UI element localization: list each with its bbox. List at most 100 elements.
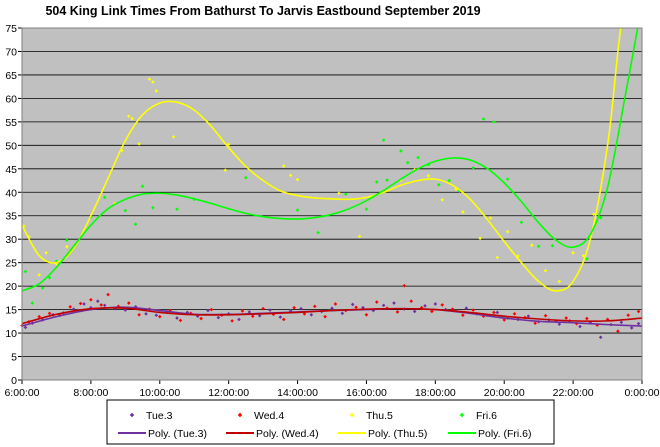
data-point (626, 313, 631, 318)
data-point (409, 299, 414, 303)
data-point (171, 135, 176, 139)
data-point (374, 300, 379, 304)
data-point (199, 316, 203, 321)
data-point (430, 309, 434, 314)
data-point (216, 315, 221, 320)
data-point (447, 178, 451, 183)
data-point (536, 244, 541, 249)
trendlines (22, 28, 642, 327)
data-point (419, 305, 424, 310)
data-point (299, 306, 303, 311)
data-point (412, 167, 417, 172)
data-point (361, 305, 365, 310)
data-point (461, 210, 465, 214)
data-point (102, 195, 107, 200)
legend-marker (349, 412, 355, 418)
data-point (412, 309, 417, 314)
data-point (543, 313, 548, 318)
data-point (261, 306, 265, 311)
data-point (23, 325, 28, 330)
data-point (343, 192, 348, 196)
data-point (464, 306, 469, 310)
chart-title: 504 King Link Times From Bathurst To Jar… (45, 4, 480, 18)
data-point (488, 216, 493, 220)
y-tick-label: 25 (5, 258, 17, 270)
data-point (495, 255, 500, 260)
legend-label: Wed.4 (254, 410, 284, 422)
data-point (492, 120, 496, 124)
data-point (395, 310, 400, 314)
data-point (392, 301, 396, 305)
data-point (585, 257, 589, 261)
data-point (247, 310, 252, 314)
data-point (123, 308, 128, 312)
data-point (151, 205, 155, 210)
y-tick-label: 5 (11, 352, 17, 364)
data-point (230, 319, 234, 323)
data-point (478, 236, 482, 241)
data-point (340, 311, 345, 316)
legend-marker (129, 412, 135, 418)
legend-marker (459, 412, 465, 418)
data-point (295, 177, 300, 182)
data-point (250, 314, 255, 318)
data-point (240, 309, 245, 313)
data-point (426, 174, 431, 178)
data-point (526, 314, 531, 318)
data-point (154, 89, 159, 93)
data-point (21, 224, 26, 228)
x-axis: 6:00:00 8:00:00 10:00:00 12:00:00 14:00:00 16… (4, 380, 660, 399)
plot-frame (21, 27, 643, 381)
data-point (381, 138, 386, 142)
data-point (457, 189, 462, 193)
data-point (616, 329, 620, 333)
data-point (571, 251, 575, 255)
data-point (533, 321, 538, 326)
data-point (316, 230, 321, 235)
data-point (471, 166, 476, 170)
data-point (402, 283, 407, 288)
data-point (598, 335, 603, 340)
data-point (492, 310, 496, 315)
y-tick-label: 65 (5, 70, 17, 82)
data-point (95, 299, 100, 303)
data-point (281, 317, 286, 322)
data-point (454, 187, 458, 191)
data-point (619, 320, 624, 325)
x-tick-label: 0:00:00 (624, 387, 659, 399)
legend-label: Tue.3 (146, 410, 173, 422)
data-point (330, 306, 334, 310)
data-point (144, 312, 148, 316)
data-point (385, 178, 389, 182)
data-point (636, 309, 641, 314)
x-tick-label: 16:00:00 (346, 387, 387, 399)
data-point (585, 316, 589, 321)
data-point (151, 80, 155, 84)
data-point (23, 269, 28, 274)
trendline (22, 28, 622, 292)
data-point (337, 191, 341, 196)
legend-trend-label: Poly. (Thu.5) (368, 428, 427, 440)
data-point (550, 243, 555, 248)
y-tick-label: 40 (5, 187, 17, 199)
data-point (357, 234, 362, 239)
data-point (505, 229, 510, 234)
data-point (102, 303, 107, 308)
data-point (374, 180, 379, 184)
data-point (133, 304, 138, 309)
data-point (64, 244, 69, 249)
data-point (436, 182, 441, 187)
data-point (257, 313, 262, 318)
data-point (37, 314, 42, 319)
y-tick-label: 35 (5, 211, 17, 223)
y-tick-label: 30 (5, 234, 17, 246)
x-tick-label: 10:00:00 (139, 387, 180, 399)
x-tick-label: 22:00:00 (553, 387, 594, 399)
y-axis: 0 5 10 15 20 25 30 35 40 45 50 55 60 65 70 75 (5, 23, 22, 387)
data-point (502, 318, 507, 322)
data-point (137, 142, 141, 146)
legend-trend-label: Poly. (Tue.3) (148, 428, 207, 440)
data-point (106, 292, 110, 297)
data-point (591, 212, 596, 217)
legend-trend-label: Poly. (Wed.4) (256, 428, 319, 440)
